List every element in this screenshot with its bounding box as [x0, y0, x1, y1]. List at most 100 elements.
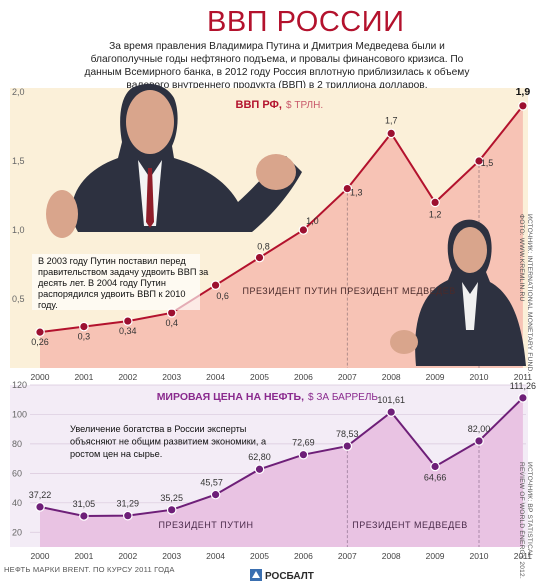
medvedev-photo: [390, 219, 526, 366]
top-year-label-2005: 2005: [250, 372, 269, 382]
oil-point-2006: [298, 449, 309, 460]
oil-y-tick-40: 40: [12, 498, 22, 508]
annotation-line: десять лет. В 2004 году Путин: [38, 278, 166, 288]
oil-line: [39, 397, 524, 517]
gdp-area: [40, 105, 523, 369]
oil-value-label-2007: 78,53: [336, 429, 359, 439]
gdp-value-label-2009: 1,2: [429, 209, 442, 219]
oil-value-label-2006: 72,69: [292, 438, 315, 448]
gdp-point-2002: [123, 316, 133, 326]
gdp-point-2011: [518, 101, 528, 111]
oil-y-tick-20: 20: [12, 527, 22, 537]
top-year-label-2004: 2004: [206, 372, 225, 382]
annotation-line: объясняют не общим развитием экономики, …: [70, 437, 267, 447]
gdp-y-tick-0,5: 0,5: [12, 294, 25, 304]
gdp-annotation-text: В 2003 году Путин поставил перед правител…: [38, 256, 209, 310]
oil-value-label-2005: 62,80: [248, 452, 271, 462]
bottom-year-label-2008: 2008: [382, 551, 401, 561]
oil-chart-title: МИРОВАЯ ЦЕНА НА НЕФТЬ,: [157, 391, 304, 403]
gdp-source: ИСТОЧНИК: INTERNATIONAL MONETARY FUND. Ф…: [518, 214, 533, 376]
rosbalt-logo: РОСБАЛТ: [250, 569, 314, 582]
gdp-point-2001: [79, 321, 89, 332]
oil-value-label-2003: 35,25: [160, 493, 183, 503]
gdp-point-2010: [474, 156, 484, 166]
oil-chart-unit: $ ЗА БАРРЕЛЬ: [308, 392, 378, 403]
gdp-value-label-2004: 0,6: [216, 291, 229, 301]
oil-y-tick-80: 80: [12, 439, 22, 449]
oil-point-2005: [254, 464, 265, 475]
oil-value-label-2002: 31,29: [117, 499, 140, 509]
oil-area: [40, 397, 523, 547]
oil-point-2009: [430, 461, 440, 472]
gdp-value-label-2003: 0,4: [165, 318, 178, 328]
oil-value-label-2008: 101,61: [377, 395, 405, 405]
oil-value-label-2011: 111,26: [510, 381, 536, 391]
bottom-year-label-2003: 2003: [162, 551, 181, 561]
gdp-value-label-2011: 1,9: [516, 86, 531, 98]
bottom-year-label-2000: 2000: [31, 551, 50, 561]
annotation-line: В 2003 году Путин поставил перед: [38, 256, 186, 266]
gdp-point-2006: [298, 225, 309, 235]
oil-y-tick-100: 100: [12, 409, 27, 419]
top-year-label-2001: 2001: [74, 372, 93, 382]
gdp-chart: 0,5 1,0 1,5 2,0 0,26 0,3 0,34 0,4 0,6 0,8 1,0 1,3 1…: [10, 83, 533, 376]
page-title: ВВП РОССИИ: [207, 6, 405, 38]
gdp-chart-title: ВВП РФ,: [236, 99, 283, 111]
oil-annotation-text: Увеличение богатства в России эксперты об…: [70, 424, 267, 459]
gdp-y-tick-2,0: 2,0: [12, 87, 25, 97]
oil-source: ИСТОЧНИК: BP STATISTICAL REVIEW OF WORLD…: [518, 462, 533, 579]
gdp-value-label-2007: 1,3: [350, 188, 363, 198]
annotation-line: Увеличение богатства в России эксперты: [70, 424, 246, 434]
gdp-value-label-2000: 0,26: [31, 337, 49, 347]
gdp-y-tick-1,0: 1,0: [12, 225, 25, 235]
top-year-label-2006: 2006: [294, 372, 313, 382]
oil-value-label-2010: 82,00: [468, 424, 491, 434]
oil-source-line-2: REVIEW OF WORLD ENERGY 2012.: [518, 462, 525, 579]
oil-chart: 20 40 60 80 100 120 37,22 31,05 31,29 35,25 45,57…: [10, 380, 536, 579]
bottom-year-label-2011: 2011: [514, 551, 533, 561]
oil-value-label-2000: 37,22: [29, 490, 52, 500]
bottom-year-label-2009: 2009: [426, 551, 445, 561]
bottom-year-label-2007: 2007: [338, 551, 357, 561]
oil-point-2000: [35, 502, 45, 512]
gdp-point-2000: [35, 327, 45, 337]
top-year-label-2002: 2002: [118, 372, 137, 382]
gdp-period-putin: ПРЕЗИДЕНТ ПУТИН: [243, 286, 338, 296]
oil-y-tick-120: 120: [12, 380, 27, 390]
top-year-label-2007: 2007: [338, 372, 357, 382]
top-year-label-2010: 2010: [470, 372, 489, 382]
oil-value-label-2009: 64,66: [424, 473, 447, 483]
annotation-line: году.: [38, 300, 58, 310]
gdp-point-2007: [342, 183, 353, 194]
bottom-year-label-2001: 2001: [74, 551, 93, 561]
annotation-line: правительством задачу удвоить ВВП за: [38, 267, 209, 277]
top-year-label-2011: 2011: [514, 372, 533, 382]
rosbalt-logo-text: РОСБАЛТ: [265, 571, 314, 582]
top-year-label-2009: 2009: [426, 372, 445, 382]
gdp-point-2005: [254, 252, 265, 263]
oil-point-2011: [518, 393, 528, 403]
intro-text: За время правления Владимира Путина и Дм…: [84, 41, 470, 91]
oil-point-2004: [210, 489, 221, 500]
year-band-top: [10, 368, 528, 385]
oil-point-2001: [79, 511, 89, 521]
footnote: НЕФТЬ МАРКИ BRENT. ПО КУРСУ 2011 ГОДА: [4, 565, 175, 574]
oil-value-label-2001: 31,05: [73, 499, 96, 509]
gdp-line: [39, 105, 524, 334]
bottom-year-label-2006: 2006: [294, 551, 313, 561]
oil-period-medvedev: ПРЕЗИДЕНТ МЕДВЕДЕВ: [352, 520, 467, 530]
oil-y-tick-60: 60: [12, 468, 22, 478]
bottom-year-label-2005: 2005: [250, 551, 269, 561]
top-year-label-2008: 2008: [382, 372, 401, 382]
gdp-value-label-2010: 1,5: [481, 158, 494, 168]
oil-point-2008: [386, 407, 396, 417]
bottom-year-label-2002: 2002: [118, 551, 137, 561]
gdp-point-2008: [386, 128, 396, 139]
annotation-line: распорядился удвоить ВВП к 2010: [38, 289, 186, 299]
gdp-value-label-2006: 1,0: [306, 216, 319, 226]
gdp-value-label-2005: 0,8: [257, 242, 270, 252]
gdp-source-line-1: ИСТОЧНИК: INTERNATIONAL MONETARY FUND.: [526, 214, 533, 373]
gdp-period-medvedev: ПРЕЗИДЕНТ МЕДВЕДЕВ: [340, 286, 455, 296]
gdp-value-label-2001: 0,3: [78, 332, 91, 342]
